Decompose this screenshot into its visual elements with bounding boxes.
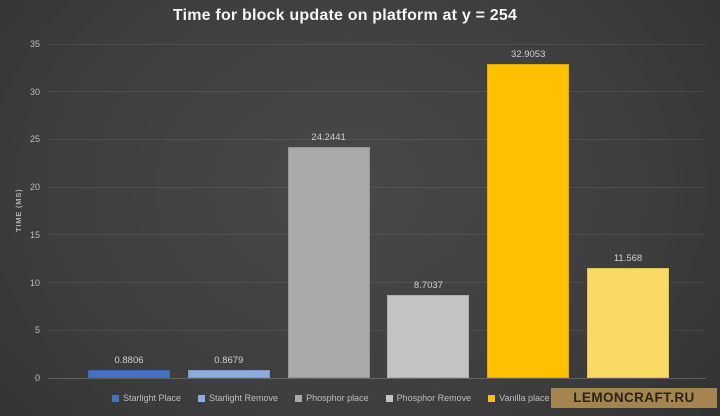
y-tick-label-10: 10 xyxy=(29,277,40,288)
legend-swatch-phosphor-place xyxy=(295,394,303,402)
bar-series-6 xyxy=(587,267,669,378)
bar-value-label-series-6: 11.568 xyxy=(613,252,643,264)
bar-value-label-phosphor-remove: 8.7037 xyxy=(413,279,443,291)
y-tick-label-30: 30 xyxy=(29,86,40,97)
legend-item-phosphor-remove: Phosphor Remove xyxy=(385,393,472,403)
gridline-35 xyxy=(48,43,706,45)
legend-label-vanilla-place: Vanilla place xyxy=(499,393,550,403)
legend-item-starlight-place: Starlight Place xyxy=(112,393,181,403)
bar-value-label-phosphor-place: 24.2441 xyxy=(311,131,346,143)
legend-swatch-starlight-remove xyxy=(198,394,206,402)
gridline-15 xyxy=(48,234,706,236)
bar-starlight-remove xyxy=(187,369,270,378)
bar-value-label-vanilla-place: 32.9053 xyxy=(511,48,546,60)
bar-starlight-place xyxy=(88,369,170,378)
y-tick-label-25: 25 xyxy=(29,134,40,145)
legend-item-vanilla-place: Vanilla place xyxy=(488,393,550,403)
y-tick-label-35: 35 xyxy=(29,39,40,49)
legend-label-starlight-place: Starlight Place xyxy=(123,393,182,403)
legend-label-phosphor-remove: Phosphor Remove xyxy=(396,393,472,403)
y-tick-label-5: 5 xyxy=(34,325,40,336)
gridline-0 xyxy=(48,377,706,379)
legend-item-phosphor-place: Phosphor place xyxy=(295,393,369,403)
legend-label-phosphor-place: Phosphor place xyxy=(306,393,369,403)
legend-swatch-starlight-place xyxy=(112,394,119,402)
bar-phosphor-place xyxy=(287,146,370,378)
chart-title: Time for block update on platform at y =… xyxy=(172,7,518,24)
gridline-10 xyxy=(48,282,706,284)
bar-value-label-starlight-place: 0.8806 xyxy=(114,354,144,366)
bar-vanilla-place xyxy=(487,63,570,378)
y-tick-label-20: 20 xyxy=(29,182,40,193)
gridline-30 xyxy=(48,91,706,93)
bar-value-label-starlight-remove: 0.8679 xyxy=(214,354,244,366)
y-tick-label-0: 0 xyxy=(34,373,40,383)
legend-item-starlight-remove: Starlight Remove xyxy=(198,393,278,403)
gridline-20 xyxy=(48,186,706,188)
gridline-25 xyxy=(48,138,706,140)
legend-swatch-vanilla-place xyxy=(488,394,496,402)
gridline-5 xyxy=(48,329,706,331)
y-tick-label-15: 15 xyxy=(29,229,40,240)
bar-phosphor-remove xyxy=(387,294,470,378)
legend-swatch-phosphor-remove xyxy=(385,394,393,402)
watermark-badge: LEMONCRAFT.RU xyxy=(551,388,717,408)
legend-label-starlight-remove: Starlight Remove xyxy=(209,393,279,403)
legend: Starlight Place Starlight Remove Phosphor … xyxy=(112,392,578,404)
